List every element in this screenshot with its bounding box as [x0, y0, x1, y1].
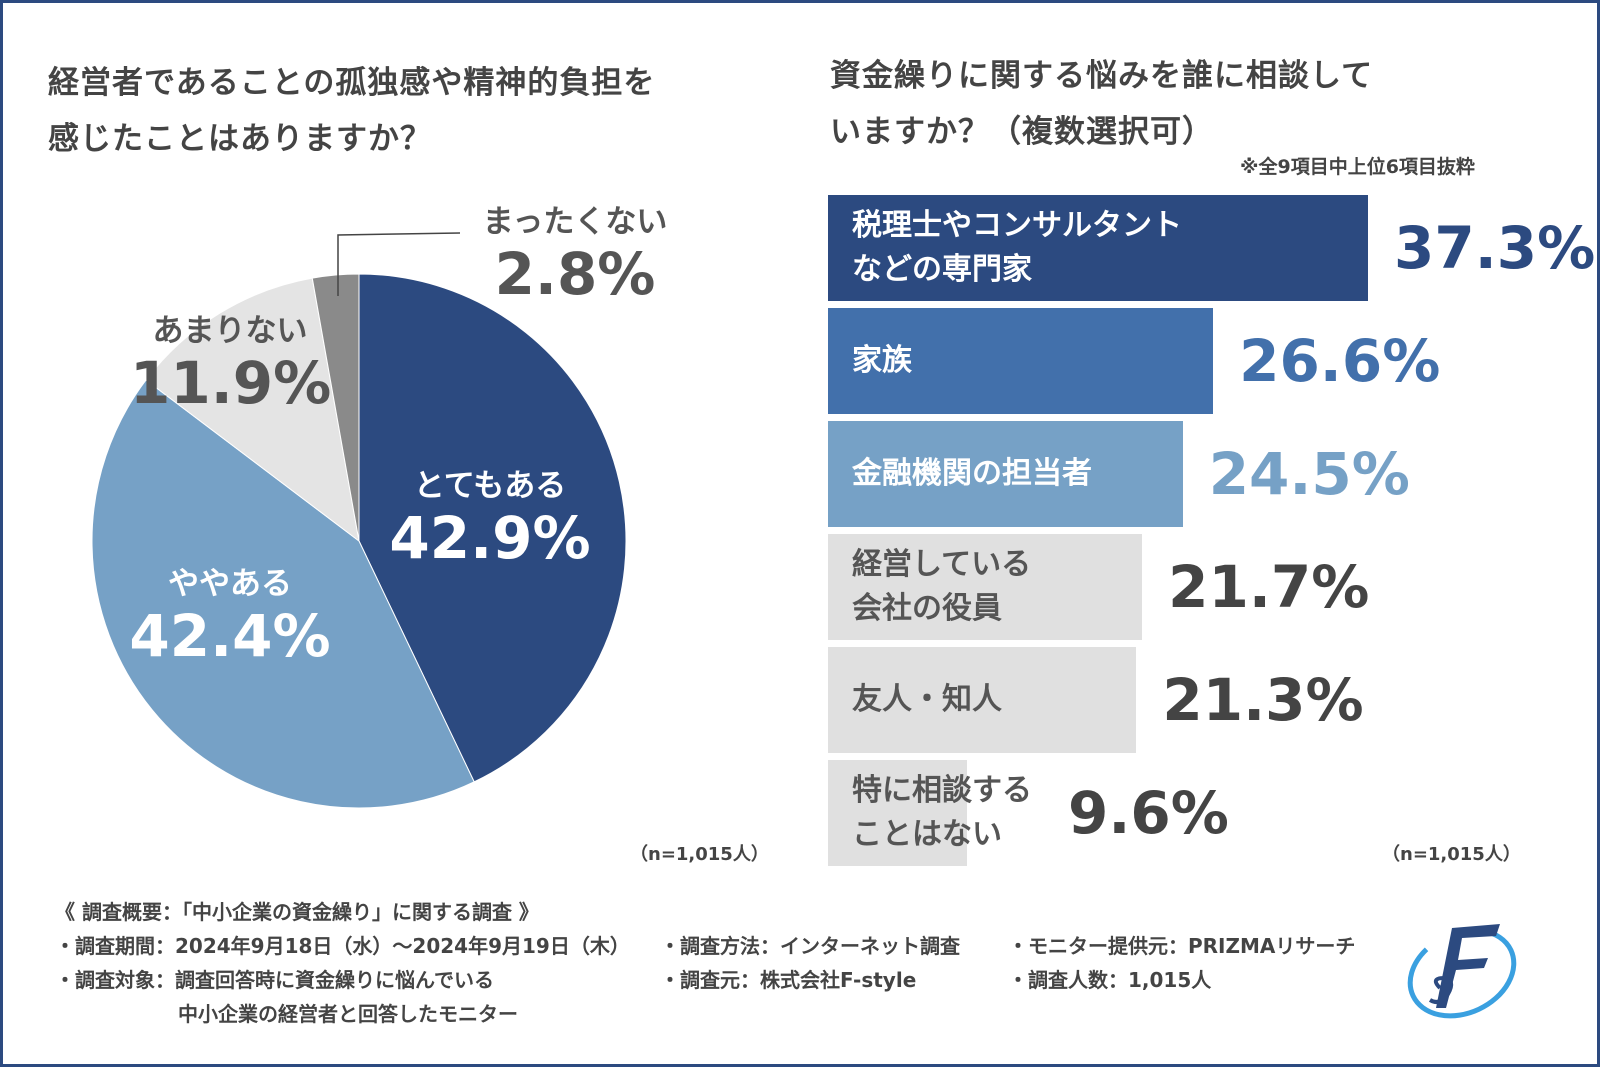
bar-value-label: 24.5% [1208, 440, 1410, 508]
bar-0: 税理士やコンサルタント などの専門家 [828, 195, 1368, 301]
bar-title: 資金繰りに関する悩みを誰に相談して いますか？（複数選択可） [830, 58, 1374, 150]
pie-cat-label: あまりない [152, 313, 308, 349]
pie-value-label: 2.8% [494, 240, 656, 308]
bar-value-label: 26.6% [1239, 327, 1441, 395]
bar-1: 家族 [828, 308, 1214, 414]
footer-source: ・調査元：株式会社F-style [660, 968, 917, 992]
pie-label-not-at-all: まったくない 2.8% [465, 196, 685, 307]
bar-4: 友人・知人 [828, 647, 1137, 753]
pie-cat-label: まったくない [482, 204, 668, 240]
bar-category-label: 税理士やコンサルタント などの専門家 [852, 208, 1182, 287]
footer-heading: 《 調査概要：「中小企業の資金繰り」に関する調査 》 [55, 900, 539, 924]
bar-value-label: 37.3% [1394, 214, 1596, 282]
bar-value-label: 21.3% [1162, 666, 1364, 734]
footer-target: ・調査対象：調査回答時に資金繰りに悩んでいる [55, 968, 494, 992]
pie-cat-label: とてもある [413, 468, 567, 504]
pie-slice-1 [91, 379, 475, 809]
footer-count: ・調査人数：1,015人 [1008, 968, 1212, 992]
pie-sample-size: （n=1,015人） [630, 844, 769, 865]
bar-category-label: 家族 [852, 343, 912, 378]
bar-category-label: 特に相談する ことはない [852, 773, 1032, 852]
pie-slice-0 [358, 273, 627, 783]
bar-category-label: 友人・知人 [852, 682, 1002, 717]
pie-slice-2 [145, 277, 360, 543]
footer-provider: ・モニター提供元：PRIZMAリサーチ [1008, 934, 1356, 958]
pie-label-somewhat: ややある 42.4% [120, 558, 340, 669]
pie-slice-3 [311, 273, 360, 542]
bar-note: ※全9項目中上位6項目抜粋 [1240, 156, 1475, 178]
bar-value-label: 21.7% [1168, 553, 1370, 621]
pie-title: 経営者であることの孤独感や精神的負担を 感じたことはありますか？ [48, 65, 656, 157]
pie-label-very: とてもある 42.9% [380, 460, 600, 571]
pie-value-label: 11.9% [130, 349, 332, 417]
f-style-logo-icon [1407, 924, 1517, 1019]
bar-category-label: 金融機関の担当者 [852, 456, 1092, 491]
bar-value-label: 9.6% [1068, 779, 1229, 847]
pie-value-label: 42.9% [389, 504, 591, 572]
bar-sample-size: （n=1,015人） [1382, 844, 1521, 865]
footer-period: ・調査期間：2024年9月18日（水）～2024年9月19日（木） [55, 934, 630, 958]
pie-value-label: 42.4% [129, 602, 331, 670]
footer-target-cont: 中小企業の経営者と回答したモニター [178, 1002, 518, 1026]
pie-label-not-much: あまりない 11.9% [130, 305, 332, 417]
pie-cat-label: ややある [168, 566, 292, 602]
footer-method: ・調査方法：インターネット調査 [660, 934, 960, 958]
bar-2: 金融機関の担当者 [828, 421, 1183, 527]
bar-3: 経営している 会社の役員 [828, 534, 1143, 640]
bar-5: 特に相談する ことはない [828, 760, 1032, 866]
bar-category-label: 経営している 会社の役員 [852, 547, 1032, 626]
leader-line [337, 232, 461, 296]
